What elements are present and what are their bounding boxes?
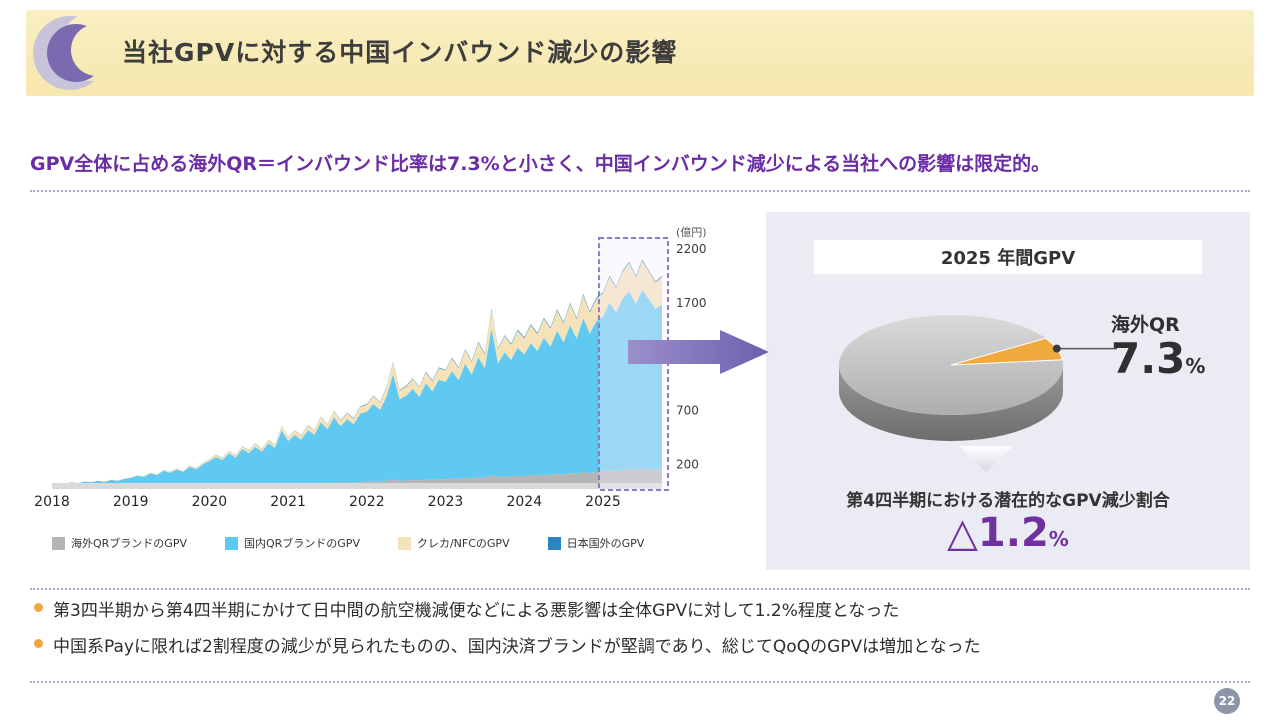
pie-title: 2025 年間GPV — [814, 240, 1202, 274]
down-arrow-icon — [959, 446, 1013, 476]
overseas-qr-percent: 7.3 — [1111, 334, 1186, 383]
svg-text:700: 700 — [676, 404, 699, 418]
overseas-qr-callout: 海外QR 7.3% — [1111, 310, 1246, 381]
svg-text:2025: 2025 — [585, 494, 621, 510]
bullet-icon — [34, 639, 43, 648]
legend-item: 国内QRブランドのGPV — [224, 535, 360, 551]
svg-text:2019: 2019 — [113, 494, 149, 510]
legend-swatch-credit-nfc-icon — [397, 536, 411, 550]
svg-text:2024: 2024 — [506, 494, 542, 510]
decline-caption: 第4四半期における潜在的なGPV減少割合 — [846, 491, 1170, 511]
svg-text:2200: 2200 — [676, 242, 707, 256]
legend-label: 日本国外のGPV — [566, 537, 645, 550]
legend-item: クレカ/NFCのGPV — [397, 535, 510, 551]
header-band: 当社GPVに対する中国インバウンド減少の影響 — [26, 10, 1254, 96]
svg-text:2020: 2020 — [192, 494, 228, 510]
bullet-icon — [34, 603, 43, 612]
bullet-list: 第3四半期から第4四半期にかけて日中間の航空機減便などによる悪影響は全体GPVに… — [34, 596, 1250, 668]
chart-legend: 海外QRブランドのGPV 国内QRブランドのGPV クレカ/NFCのGPV 日本… — [52, 535, 644, 551]
bullet-item: 第3四半期から第4四半期にかけて日中間の航空機減便などによる悪影響は全体GPVに… — [34, 596, 1250, 621]
separator-line — [30, 190, 1250, 192]
svg-text:2023: 2023 — [428, 494, 464, 510]
legend-label: 国内QRブランドのGPV — [243, 537, 360, 550]
decline-percent-unit: % — [1048, 527, 1069, 551]
pie-chart — [801, 287, 1121, 463]
legend-item: 海外QRブランドのGPV — [52, 535, 187, 551]
crescent-logo-icon — [30, 10, 126, 100]
legend-swatch-outside-japan-icon — [547, 536, 561, 550]
decline-value: △1.2% — [766, 510, 1250, 556]
svg-text:200: 200 — [676, 457, 699, 471]
legend-swatch-domestic-qr-icon — [224, 536, 238, 550]
bullet-text: 第3四半期から第4四半期にかけて日中間の航空機減便などによる悪影響は全体GPVに… — [53, 601, 900, 621]
bullet-item: 中国系Payに限れば2割程度の減少が見られたものの、国内決済ブランドが堅調であり… — [34, 632, 1250, 657]
gpv-area-chart: 200700120017002200(億円)201820192020202120… — [30, 214, 730, 524]
legend-item: 日本国外のGPV — [547, 535, 645, 551]
page-title: 当社GPVに対する中国インバウンド減少の影響 — [122, 38, 678, 67]
svg-text:2018: 2018 — [34, 494, 70, 510]
svg-text:2022: 2022 — [349, 494, 385, 510]
key-message: GPV全体に占める海外QR＝インバウンド比率は7.3%と小さく、中国インバウンド… — [30, 153, 1051, 175]
svg-text:2021: 2021 — [270, 494, 306, 510]
legend-label: クレカ/NFCのGPV — [416, 537, 510, 550]
gpv-pie-panel: 2025 年間GPV 海外QR 7.3% — [766, 212, 1250, 570]
separator-line — [30, 681, 1250, 683]
legend-label: 海外QRブランドのGPV — [71, 537, 187, 550]
svg-text:(億円): (億円) — [676, 226, 707, 239]
decline-percent: △1.2 — [947, 510, 1049, 556]
svg-text:1700: 1700 — [676, 296, 707, 310]
separator-line — [30, 588, 1250, 590]
legend-swatch-overseas-qr-icon — [52, 536, 65, 550]
page-number: 22 — [1214, 688, 1240, 714]
gpv-area-chart-svg: 200700120017002200(億円)201820192020202120… — [34, 226, 707, 510]
bullet-text: 中国系Payに限れば2割程度の減少が見られたものの、国内決済ブランドが堅調であり… — [53, 637, 981, 657]
overseas-qr-percent-unit: % — [1185, 354, 1206, 378]
overseas-qr-label: 海外QR — [1111, 314, 1180, 336]
right-arrow-icon — [628, 329, 770, 379]
overseas-qr-value: 7.3% — [1111, 334, 1246, 383]
